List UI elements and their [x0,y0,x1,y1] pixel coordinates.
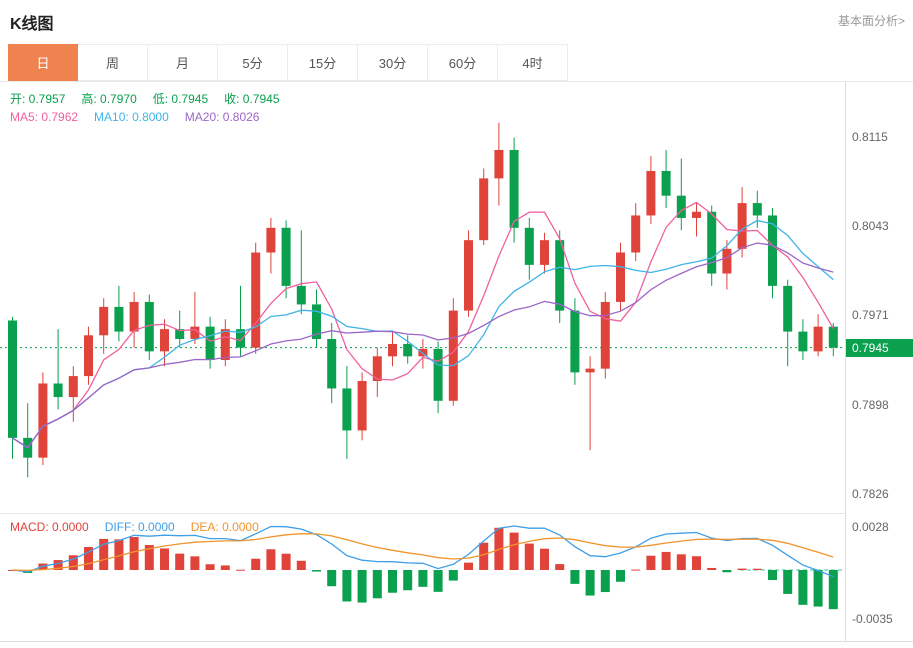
ohlc-legend: 开: 0.7957 高: 0.7970 低: 0.7945 收: 0.7945 [10,90,296,107]
y-axis-label: 0.7898 [852,397,889,412]
price-chart-svg [0,122,845,478]
y-axis: 0.8115 0.8043 0.7971 0.7898 0.7826 0.7945 0.00… [845,82,913,642]
chart-region: 开: 0.7957 高: 0.7970 低: 0.7945 收: 0.7945 MA5… [0,82,913,642]
tab-30min[interactable]: 30分 [358,44,428,81]
high-legend: 高: 0.7970 [81,92,137,106]
macd-lines [12,525,834,578]
tab-week[interactable]: 周 [78,44,148,81]
tab-month[interactable]: 月 [148,44,218,81]
macd-svg [8,525,845,610]
close-legend: 收: 0.7945 [224,92,280,106]
low-legend: 低: 0.7945 [152,92,209,106]
tab-15min[interactable]: 15分 [288,44,358,81]
tab-5min[interactable]: 5分 [218,44,288,81]
y-axis-label: 0.7971 [852,307,889,322]
ma5-legend: MA5: 0.7962 [10,110,79,124]
main-chart[interactable] [0,82,845,512]
ma-legend: MA5: 0.7962 MA10: 0.8000 MA20: 0.8026 [10,110,275,124]
ma-lines [12,201,834,449]
macd-histogram [8,527,838,610]
ma20-legend: MA20: 0.8026 [184,110,260,124]
period-tabs: 日周月 5分 15分 30分 60分 4时 [0,44,913,82]
macd-axis-label: 0.0028 [852,520,889,535]
dea-legend: DEA: 0.0000 [190,520,259,534]
y-axis-label: 0.7826 [852,486,889,501]
candles [8,122,838,478]
y-axis-label: 0.8115 [852,129,888,144]
fundamental-analysis-link[interactable]: 基本面分析> [837,14,905,28]
page-title: K线图 [10,16,54,33]
ma10-legend: MA10: 0.8000 [94,110,169,124]
macd-legend: MACD: 0.0000 DIFF: 0.0000 DEA: 0.0000 [10,520,275,534]
macd-legend: MACD: 0.0000 [10,520,89,534]
diff-legend: DIFF: 0.0000 [104,520,175,534]
macd-axis-label: -0.0035 [852,611,893,626]
macd-chart[interactable]: MACD: 0.0000 DIFF: 0.0000 DEA: 0.0000 [0,513,845,641]
header: K线图 基本面分析> [0,0,913,44]
tab-day[interactable]: 日 [8,44,78,81]
tab-60min[interactable]: 60分 [428,44,498,81]
open-legend: 开: 0.7957 [10,92,66,106]
tab-4hour[interactable]: 4时 [498,44,568,81]
y-axis-label: 0.8043 [852,218,889,233]
current-price-badge: 0.7945 [846,338,913,357]
